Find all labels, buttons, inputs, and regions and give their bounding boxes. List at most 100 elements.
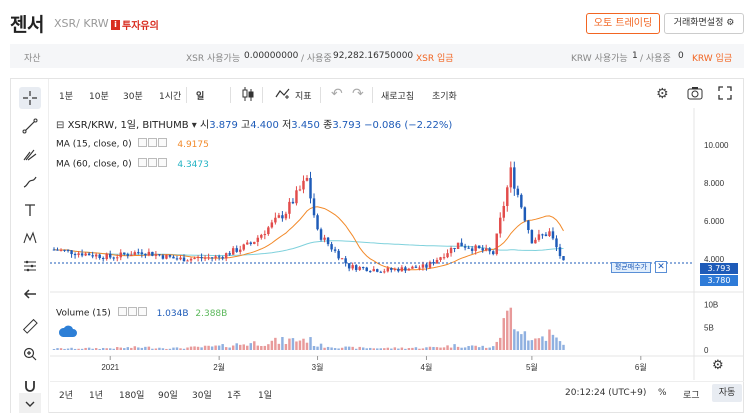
krw-available-label: KRW 사용가능 xyxy=(571,54,628,64)
candle-body xyxy=(172,256,175,259)
volume-bar xyxy=(477,347,481,350)
volume-bar xyxy=(365,348,368,350)
avg-buy-label[interactable]: 평균매수가 xyxy=(611,262,651,273)
candle-body xyxy=(186,260,189,262)
interval-day[interactable]: 일 xyxy=(196,92,205,102)
xsr-deposit-link[interactable]: XSR 입금 xyxy=(416,54,454,64)
camera-icon[interactable] xyxy=(687,86,703,104)
ma15-path xyxy=(53,206,564,271)
high-label: 고 xyxy=(241,120,251,131)
close-label: 종 xyxy=(323,120,333,131)
range-1d[interactable]: 1일 xyxy=(258,391,273,401)
interval-30m[interactable]: 30분 xyxy=(123,92,143,102)
symbol-title[interactable]: XSR/KRW, 1일, BITHUMB xyxy=(67,120,189,131)
price-chart[interactable]: 10.000 8.000 6.000 4.000 10B 5B 0 2021 2월 3월 4월 5월 6… xyxy=(50,108,744,380)
candle-body xyxy=(207,257,210,259)
prediction-icon[interactable] xyxy=(19,255,41,277)
indicator-icon[interactable] xyxy=(275,86,291,104)
range-2y[interactable]: 2년 xyxy=(59,391,74,401)
ruler-icon[interactable] xyxy=(19,315,41,337)
candle-body xyxy=(284,213,288,219)
candle-body xyxy=(260,234,263,238)
volume-bar xyxy=(506,310,509,350)
ma15-label[interactable]: MA (15, close, 0) xyxy=(56,139,132,150)
range-1w[interactable]: 1주 xyxy=(227,391,242,401)
clock[interactable]: 20:12:24 (UTC+9) xyxy=(565,388,647,398)
coin-name: 젠서 xyxy=(10,14,44,36)
volume-bar xyxy=(488,347,491,350)
fullscreen-icon[interactable] xyxy=(718,86,732,104)
range-90d[interactable]: 90일 xyxy=(158,391,178,401)
krw-deposit-link[interactable]: KRW 입금 xyxy=(692,54,733,64)
warning-badge-label: 투자유의 xyxy=(122,21,159,32)
volume-bar xyxy=(316,346,319,350)
chevron-down-icon[interactable]: ▾ xyxy=(191,120,197,131)
settings-gear-icon[interactable]: ⚙ xyxy=(656,86,669,102)
volume-bar xyxy=(288,338,291,350)
candle-body xyxy=(544,234,548,237)
ma60-label[interactable]: MA (60, close, 0) xyxy=(56,159,132,170)
axis-settings-gear-icon[interactable]: ⚙ xyxy=(712,358,724,373)
refresh-button[interactable]: 새로고침 xyxy=(381,92,415,102)
candle-body xyxy=(470,248,474,251)
zoom-in-icon[interactable] xyxy=(19,343,41,365)
candle-body xyxy=(344,258,347,264)
reset-button[interactable]: 초기화 xyxy=(432,92,457,102)
cloud-icon[interactable] xyxy=(58,324,78,343)
collapse-icon[interactable]: ⊟ xyxy=(56,120,65,131)
candle-body xyxy=(488,248,491,252)
pitchfork-icon[interactable] xyxy=(19,143,41,165)
volume-bar xyxy=(161,348,165,350)
trade-settings-button[interactable]: 거래화면설정 ⚙ xyxy=(664,13,744,34)
log-toggle[interactable]: 로그 xyxy=(683,391,700,401)
ma15-controls[interactable] xyxy=(138,138,168,150)
crosshair-icon[interactable] xyxy=(19,87,41,109)
volume-label[interactable]: Volume (15) xyxy=(56,308,111,319)
chevron-down-icon[interactable] xyxy=(19,393,41,413)
coin-pair[interactable]: XSR/ KRW xyxy=(54,17,109,30)
candle-body xyxy=(214,256,217,258)
candle-body xyxy=(460,242,463,247)
arrow-left-icon[interactable] xyxy=(19,283,41,305)
range-30d[interactable]: 30일 xyxy=(192,391,212,401)
volume-bar xyxy=(168,348,172,350)
text-tool-icon[interactable] xyxy=(19,199,41,221)
candle-body xyxy=(182,257,186,262)
indicator-button[interactable]: 지표 xyxy=(295,92,312,102)
percent-toggle[interactable]: % xyxy=(658,388,667,398)
volume-bar xyxy=(84,347,87,350)
pattern-icon[interactable] xyxy=(19,227,41,249)
volume-bar xyxy=(562,344,565,350)
ma60-controls[interactable] xyxy=(138,158,168,170)
candle-body xyxy=(158,254,161,256)
candle-body xyxy=(376,269,379,272)
auto-trading-button[interactable]: 오토 트레이딩 xyxy=(586,13,660,34)
trade-settings-label: 거래화면설정 xyxy=(673,18,724,28)
volume-bar xyxy=(126,347,130,350)
interval-1m[interactable]: 1분 xyxy=(59,92,74,102)
candle-body xyxy=(291,201,295,204)
undo-icon[interactable]: ↶ xyxy=(331,86,343,102)
magnet-icon[interactable] xyxy=(19,375,41,397)
time-tick-label: 4월 xyxy=(421,362,433,372)
trend-line-icon[interactable] xyxy=(19,115,41,137)
candle-body xyxy=(481,248,484,251)
candle-body xyxy=(231,248,235,255)
volume-bar xyxy=(446,345,449,350)
candle-body xyxy=(165,254,168,259)
volume-controls[interactable] xyxy=(117,307,148,319)
candle-body xyxy=(144,253,147,256)
range-180d[interactable]: 180일 xyxy=(119,391,145,401)
interval-1h[interactable]: 1시간 xyxy=(159,92,182,102)
brush-icon[interactable] xyxy=(19,171,41,193)
range-1y[interactable]: 1년 xyxy=(89,391,104,401)
candle-body xyxy=(474,245,477,251)
volume-bar xyxy=(116,347,119,350)
interval-10m[interactable]: 10분 xyxy=(89,92,109,102)
redo-icon[interactable]: ↷ xyxy=(352,86,364,102)
auto-scale-toggle[interactable]: 자동 xyxy=(712,384,742,402)
candle-type-icon[interactable] xyxy=(241,86,255,106)
close-icon[interactable]: ✕ xyxy=(655,261,667,273)
low-label: 저 xyxy=(282,120,292,131)
warning-badge[interactable]: i 투자유의 xyxy=(111,17,159,32)
